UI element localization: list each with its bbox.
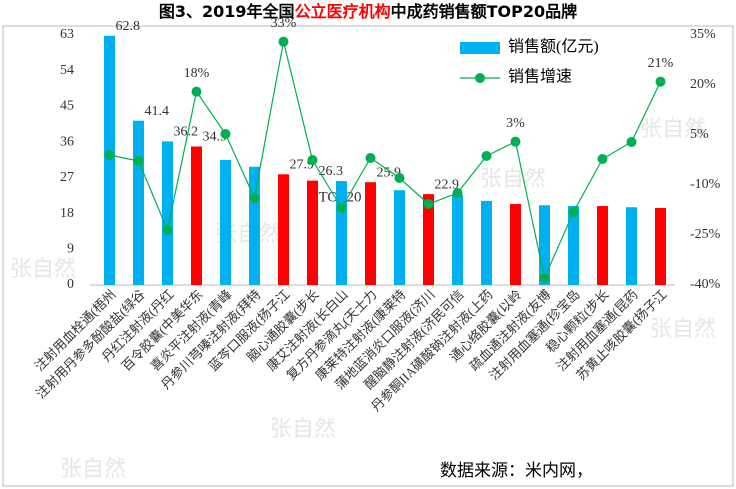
- growth-point: [626, 137, 637, 147]
- bar: [307, 180, 318, 285]
- bar: [539, 205, 550, 285]
- frame: [2, 25, 734, 487]
- line-value-label: 18%: [184, 66, 210, 81]
- legend-label: 销售增速: [508, 68, 572, 86]
- growth-point: [481, 151, 492, 161]
- y-tick-label: 36: [60, 134, 74, 149]
- line-value-label: 3%: [506, 116, 525, 131]
- watermark: 张自然: [270, 417, 336, 442]
- y-tick-label: 18: [60, 206, 74, 221]
- y-tick-label: 63: [60, 27, 74, 42]
- legend-label: 销售额(亿元): [508, 38, 599, 56]
- bar: [423, 194, 434, 285]
- watermark: 张自然: [10, 257, 76, 282]
- bar: [220, 160, 231, 285]
- growth-point: [336, 203, 347, 213]
- growth-point: [104, 150, 115, 160]
- bar-value-label: 26.3: [319, 164, 344, 179]
- bar-value-label: 22.9: [435, 177, 460, 192]
- line-value-label: 21%: [648, 56, 674, 71]
- bar: [452, 194, 463, 285]
- growth-point: [220, 129, 231, 139]
- bar: [597, 206, 608, 285]
- growth-line: [109, 41, 662, 280]
- bar: [510, 204, 521, 285]
- y2-tick-label: -40%: [690, 277, 721, 292]
- y2-tick-label: -10%: [690, 177, 721, 192]
- y-tick-label: 45: [60, 99, 74, 114]
- growth-point: [133, 156, 144, 166]
- y2-tick-label: 20%: [690, 77, 716, 92]
- y2-tick-label: 5%: [690, 127, 709, 142]
- y-tick-label: 54: [60, 63, 74, 78]
- growth-point: [655, 76, 666, 87]
- growth-point: [597, 154, 608, 164]
- bar: [104, 35, 115, 285]
- title-part: 图3、2019年全国: [159, 2, 295, 21]
- watermark: 张自然: [640, 117, 706, 142]
- bar: [655, 208, 666, 285]
- growth-point: [278, 36, 289, 47]
- bar-value-label: 36.2: [174, 125, 199, 140]
- bar: [278, 174, 289, 285]
- growth-point: [510, 136, 521, 147]
- bar: [249, 166, 260, 285]
- legend-swatch: [460, 42, 500, 54]
- bar: [191, 146, 202, 285]
- legend-marker: [475, 73, 485, 83]
- line-value-label: 33%: [271, 16, 297, 31]
- growth-point: [162, 225, 173, 235]
- growth-point: [423, 199, 434, 209]
- bar-value-label: 62.8: [116, 19, 141, 34]
- y-tick-label: 27: [60, 170, 74, 185]
- bar: [162, 141, 173, 285]
- growth-point: [307, 155, 318, 165]
- bar: [481, 200, 492, 285]
- growth-point: [191, 86, 202, 97]
- y-tick-label: 9: [67, 242, 74, 257]
- growth-point: [249, 193, 260, 203]
- y2-tick-label: 35%: [690, 27, 716, 42]
- chart-title: 图3、2019年全国公立医疗机构中成药销售额TOP20品牌: [159, 2, 577, 21]
- bar: [336, 181, 347, 285]
- watermark: 张自然: [480, 167, 546, 192]
- y-tick-label: 0: [67, 277, 74, 292]
- bar: [626, 207, 637, 285]
- bar-value-label: 41.4: [145, 104, 170, 119]
- title-part: 中成药销售额TOP20品牌: [391, 2, 578, 21]
- watermark: 张自然: [650, 317, 716, 342]
- source-note: 数据来源：米内网，: [440, 461, 593, 480]
- growth-point: [539, 273, 550, 283]
- bar: [365, 182, 376, 285]
- bar: [394, 190, 405, 285]
- y2-tick-label: -25%: [690, 227, 721, 242]
- growth-point: [365, 153, 376, 163]
- growth-point: [568, 207, 579, 217]
- growth-point: [394, 173, 405, 183]
- bar: [133, 120, 144, 285]
- bar: [568, 206, 579, 285]
- growth-point: [452, 188, 463, 198]
- watermark: 张自然: [60, 457, 126, 482]
- title-highlight: 公立医疗机构: [295, 2, 391, 21]
